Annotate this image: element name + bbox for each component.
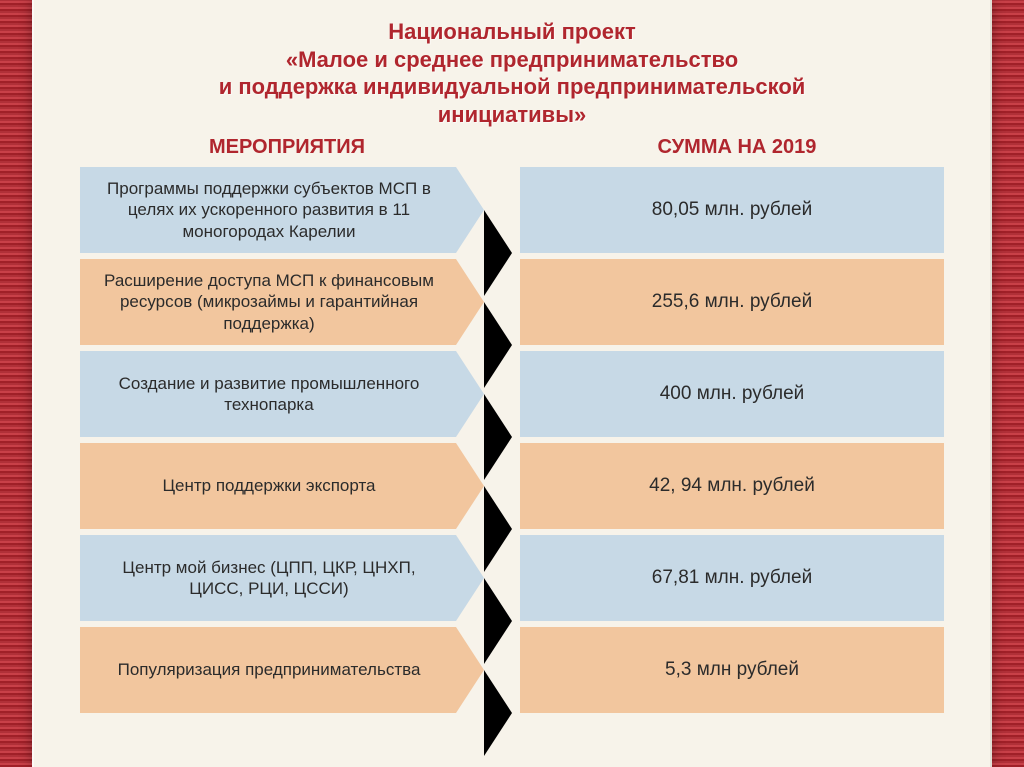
arrow-tip-icon xyxy=(456,535,484,621)
page-title: Национальный проект «Малое и среднее пре… xyxy=(80,18,944,128)
activity-text: Популяризация предпринимательства xyxy=(80,627,456,713)
activity-text: Центр мой бизнес (ЦПП, ЦКР, ЦНХП, ЦИСС, … xyxy=(80,535,456,621)
table-row: Центр мой бизнес (ЦПП, ЦКР, ЦНХП, ЦИСС, … xyxy=(80,535,944,621)
amount-cell: 255,6 млн. рублей xyxy=(520,259,944,345)
activity-text: Создание и развитие промышленного техноп… xyxy=(80,351,456,437)
table-row: Центр поддержки экспорта 42, 94 млн. рубл… xyxy=(80,443,944,529)
paper-surface: Национальный проект «Малое и среднее пре… xyxy=(32,0,992,767)
table-row: Расширение доступа МСП к финансовым ресу… xyxy=(80,259,944,345)
amount-cell: 80,05 млн. рублей xyxy=(520,167,944,253)
amount-cell: 42, 94 млн. рублей xyxy=(520,443,944,529)
arrow-tip-icon xyxy=(456,627,484,713)
activity-arrow: Популяризация предпринимательства xyxy=(80,627,484,713)
title-line-4: инициативы» xyxy=(80,101,944,129)
activity-text: Расширение доступа МСП к финансовым ресу… xyxy=(80,259,456,345)
column-headers: МЕРОПРИЯТИЯ СУММА НА 2019 xyxy=(80,136,944,159)
activity-arrow: Центр мой бизнес (ЦПП, ЦКР, ЦНХП, ЦИСС, … xyxy=(80,535,484,621)
title-line-2: «Малое и среднее предпринимательство xyxy=(80,46,944,74)
header-amount: СУММА НА 2019 xyxy=(530,136,944,159)
arrow-tip-icon xyxy=(456,167,484,253)
arrow-tip-icon xyxy=(456,351,484,437)
activity-arrow: Расширение доступа МСП к финансовым ресу… xyxy=(80,259,484,345)
amount-cell: 5,3 млн рублей xyxy=(520,627,944,713)
slide-content: Национальный проект «Малое и среднее пре… xyxy=(32,0,992,767)
activity-arrow: Центр поддержки экспорта xyxy=(80,443,484,529)
amount-cell: 400 млн. рублей xyxy=(520,351,944,437)
activity-text: Программы поддержки субъектов МСП в целя… xyxy=(80,167,456,253)
activity-arrow: Программы поддержки субъектов МСП в целя… xyxy=(80,167,484,253)
title-line-1: Национальный проект xyxy=(80,18,944,46)
table-row: Популяризация предпринимательства 5,3 млн… xyxy=(80,627,944,713)
activity-arrow: Создание и развитие промышленного техноп… xyxy=(80,351,484,437)
activity-text: Центр поддержки экспорта xyxy=(80,443,456,529)
arrow-tip-icon xyxy=(456,443,484,529)
table-row: Программы поддержки субъектов МСП в целя… xyxy=(80,167,944,253)
amount-cell: 67,81 млн. рублей xyxy=(520,535,944,621)
arrow-tip-icon xyxy=(456,259,484,345)
title-line-3: и поддержка индивидуальной предпринимате… xyxy=(80,73,944,101)
rows-container: Программы поддержки субъектов МСП в целя… xyxy=(80,167,944,713)
header-activities: МЕРОПРИЯТИЯ xyxy=(80,136,494,159)
table-row: Создание и развитие промышленного техноп… xyxy=(80,351,944,437)
